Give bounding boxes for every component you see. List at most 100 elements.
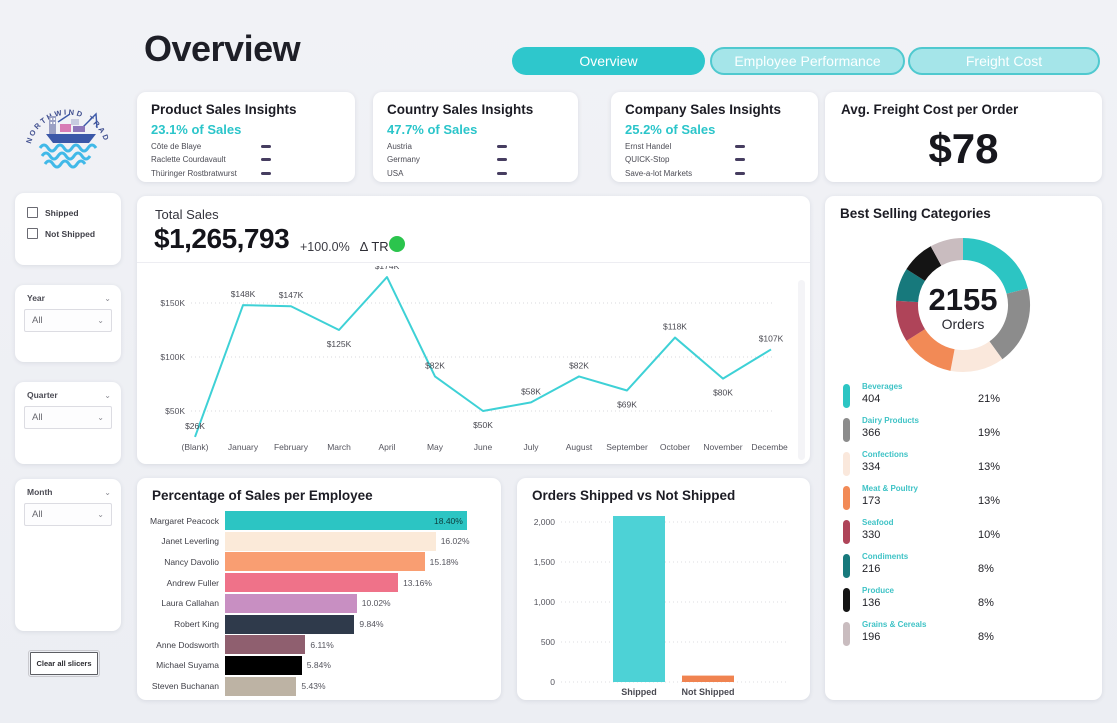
employee-bar-row[interactable]: Laura Callahan 10.02%	[149, 593, 391, 613]
year-dropdown[interactable]: All ⌄	[24, 309, 112, 332]
tab-employee-performance[interactable]: Employee Performance	[710, 47, 905, 75]
legend-color-pill	[843, 588, 850, 612]
legend-item[interactable]: Dairy Products 366 19%	[843, 416, 1083, 446]
legend-item[interactable]: Meat & Poultry 173 13%	[843, 484, 1083, 514]
legend-item[interactable]: Grains & Cereals 196 8%	[843, 620, 1083, 650]
column-bar[interactable]	[682, 675, 734, 682]
chevron-down-icon[interactable]: ⌄	[104, 390, 111, 400]
mini-bar	[261, 158, 271, 161]
checkbox-icon[interactable]	[27, 207, 38, 218]
legend-order-count: 366	[862, 427, 881, 439]
chevron-down-icon[interactable]: ⌄	[104, 487, 111, 497]
employee-bar-row[interactable]: Michael Suyama 5.84%	[149, 655, 331, 675]
card-title: Country Sales Insights	[387, 102, 534, 117]
employee-bar[interactable]	[225, 552, 425, 572]
month-slicer-card: Month ⌄ All ⌄	[15, 479, 121, 631]
employee-bar-row[interactable]: Steven Buchanan 5.43%	[149, 676, 326, 696]
employee-bar[interactable]	[225, 511, 467, 530]
bar-value-label: 15.18%	[429, 556, 459, 567]
employee-name: Laura Callahan	[161, 598, 219, 609]
x-axis-label: September	[606, 442, 648, 452]
divider	[137, 262, 810, 263]
employee-bar-row[interactable]: Robert King 9.84%	[149, 614, 384, 634]
data-point-label: $125K	[327, 339, 352, 349]
employee-bar-row[interactable]: Nancy Davolio 15.18%	[149, 552, 459, 572]
month-dropdown[interactable]: All ⌄	[24, 503, 112, 526]
donut-segment-grains-cereals[interactable]	[930, 238, 964, 266]
legend-order-count: 330	[862, 529, 881, 541]
legend-order-count: 196	[862, 631, 881, 643]
legend-percent: 8%	[978, 597, 994, 609]
employee-bar-row[interactable]: Anne Dodsworth 6.11%	[149, 635, 334, 655]
donut-segment-produce[interactable]	[906, 246, 942, 282]
checkbox-not-shipped[interactable]: Not Shipped	[27, 228, 121, 239]
tab-freight-cost[interactable]: Freight Cost	[908, 47, 1100, 75]
mini-bar	[497, 158, 507, 161]
employee-bar[interactable]	[225, 635, 306, 655]
employee-bar[interactable]	[225, 655, 302, 675]
column-bar[interactable]	[613, 516, 665, 682]
employee-bar[interactable]	[225, 676, 297, 696]
donut-segment-beverages[interactable]	[962, 238, 1028, 295]
bar-value-label: 13.16%	[403, 577, 432, 588]
x-axis-label: October	[660, 442, 690, 452]
employee-bar-row[interactable]: Janet Leverling 16.02%	[149, 531, 470, 551]
northwind-traders-logo: NORTHWIND TRADERS	[14, 77, 118, 176]
data-point-label: $174K	[375, 266, 400, 271]
legend-item[interactable]: Confections 334 13%	[843, 450, 1083, 480]
donut-segment-confections[interactable]	[950, 341, 1003, 372]
legend-order-count: 136	[862, 597, 881, 609]
x-axis-label: (Blank)	[182, 442, 209, 452]
employee-bar[interactable]	[225, 614, 355, 634]
avg-freight-cost-card: Avg. Freight Cost per Order $78	[825, 92, 1102, 182]
employee-name: Steven Buchanan	[151, 681, 219, 692]
legend-order-count: 216	[862, 563, 881, 575]
employee-bar-row[interactable]: Margaret Peacock 18.40%	[149, 511, 467, 530]
x-axis-label: March	[327, 442, 351, 452]
legend-order-count: 334	[862, 461, 881, 473]
clear-all-slicers-button[interactable]: Clear all slicers	[28, 650, 100, 677]
legend-category-name: Produce	[862, 586, 895, 595]
total-sales-line-chart[interactable]: $50K $100K $150K $26K (Blank) $148K January $14…	[155, 266, 788, 461]
employee-bar-row[interactable]: Andrew Fuller 13.16%	[149, 573, 432, 593]
legend-item[interactable]: Condiments 216 8%	[843, 552, 1083, 582]
legend-percent: 19%	[978, 427, 1001, 439]
checkbox-icon[interactable]	[27, 228, 38, 239]
legend-category-name: Confections	[862, 450, 909, 459]
x-axis-label: February	[274, 442, 309, 452]
employee-bar[interactable]	[225, 531, 436, 551]
employee-bar[interactable]	[225, 593, 357, 613]
legend-item[interactable]: Seafood 330 10%	[843, 518, 1083, 548]
legend-color-pill	[843, 452, 850, 476]
list-item: QUICK-Stop	[625, 155, 760, 164]
chevron-down-icon[interactable]: ⌄	[104, 293, 111, 303]
list-item: Ernst Handel	[625, 142, 760, 151]
legend-percent: 8%	[978, 563, 994, 575]
orders-column-chart[interactable]: 0 500 1,000 1,500 2,000 Shipped Not Shipped	[517, 478, 810, 700]
chart-scrollbar[interactable]	[798, 280, 805, 460]
legend-category-name: Beverages	[862, 382, 903, 391]
quarter-dropdown[interactable]: All ⌄	[24, 406, 112, 429]
categories-donut-chart[interactable]	[883, 225, 1043, 385]
svg-text:500: 500	[541, 637, 555, 647]
employee-bar[interactable]	[225, 573, 399, 593]
checkbox-shipped[interactable]: Shipped	[27, 207, 121, 218]
donut-segment-dairy-products[interactable]	[989, 288, 1030, 360]
mini-bar	[497, 171, 507, 175]
card-title: Avg. Freight Cost per Order	[841, 102, 1019, 117]
donut-segment-condiments[interactable]	[896, 269, 926, 303]
year-slicer-card: Year ⌄ All ⌄	[15, 285, 121, 362]
employee-bar-chart[interactable]: Margaret Peacock 18.40% Janet Leverling 16.…	[137, 511, 501, 698]
donut-segment-seafood[interactable]	[896, 300, 926, 341]
sales-per-employee-card: Percentage of Sales per Employee Margare…	[137, 478, 501, 700]
legend-item[interactable]: Beverages 404 21%	[843, 382, 1083, 412]
tab-overview[interactable]: Overview	[512, 47, 705, 75]
legend-color-pill	[843, 554, 850, 578]
best-selling-categories-card: Best Selling Categories 2155 Orders Beve…	[825, 196, 1102, 700]
mini-bar	[497, 144, 507, 148]
x-axis-label: April	[378, 442, 395, 452]
donut-segment-meat-poultry[interactable]	[906, 328, 956, 371]
ship-status-filter-card: Shipped Not Shipped	[15, 193, 121, 265]
bar-value-label: 5.84%	[306, 660, 331, 671]
legend-item[interactable]: Produce 136 8%	[843, 586, 1083, 616]
